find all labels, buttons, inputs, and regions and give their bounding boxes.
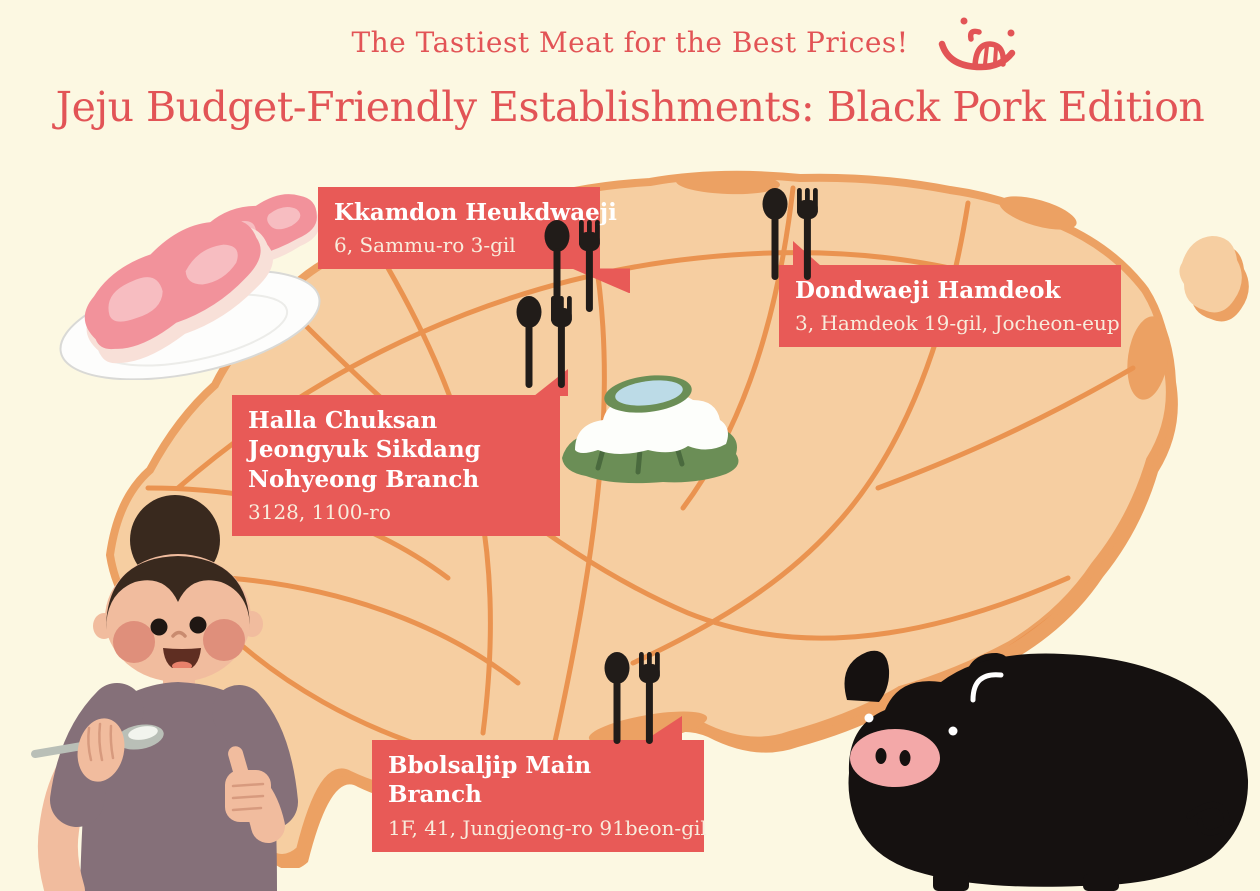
hallasan-mountain — [562, 375, 739, 484]
restaurant-name: Halla Chuksan Jeongyuk Sikdang Nohyeong … — [248, 407, 481, 493]
pig-eye — [864, 713, 874, 723]
black-pig — [844, 650, 1249, 891]
restaurant-label-halla: Halla Chuksan Jeongyuk Sikdang Nohyeong … — [232, 369, 568, 537]
crater-lake — [615, 380, 683, 406]
page-subtitle: The Tastiest Meat for the Best Prices! — [351, 26, 909, 59]
spoon-fork-icon — [516, 296, 572, 388]
eye — [189, 616, 207, 634]
restaurant-label-bbolsaljip: Bbolsaljip Main Branch 1F, 41, Jungjeong… — [372, 716, 707, 852]
pig-eye — [948, 726, 958, 736]
restaurant-label-dondwaeji: Dondwaeji Hamdeok 3, Hamdeok 19-gil, Joc… — [779, 241, 1121, 348]
restaurant-address: 3128, 1100-ro — [248, 500, 391, 525]
restaurant-address: 3, Hamdeok 19-gil, Jocheon-eup — [795, 311, 1120, 336]
restaurant-address: 6, Sammu-ro 3-gil — [334, 233, 516, 258]
yum-face-icon — [938, 17, 1016, 71]
udo-island — [1179, 236, 1249, 322]
pig-ear — [844, 650, 890, 702]
hair — [106, 556, 250, 630]
spoon-fork-icon — [544, 220, 600, 312]
pig-body — [848, 653, 1249, 887]
cheek — [113, 621, 155, 663]
restaurant-address: 1F, 41, Jungjeong-ro 91beon-gil — [388, 815, 707, 840]
pig-snout — [850, 729, 940, 787]
page-title: Jeju Budget-Friendly Establishments: Bla… — [55, 83, 1205, 131]
restaurant-name: Dondwaeji Hamdeok — [795, 277, 1061, 304]
eye — [150, 618, 168, 636]
cheek — [203, 619, 245, 661]
restaurant-name: Kkamdon Heukdwaeji — [334, 199, 617, 226]
pig-tail — [1186, 802, 1230, 836]
pork-slice-big — [84, 219, 274, 364]
spoon-fork-icon — [762, 188, 818, 280]
spoon-fork-icon — [604, 652, 660, 744]
woman-eating — [31, 495, 298, 891]
pork-plate — [59, 194, 321, 380]
thumbs-up-hand — [225, 746, 271, 822]
restaurant-name: Bbolsaljip Main Branch — [388, 752, 592, 809]
